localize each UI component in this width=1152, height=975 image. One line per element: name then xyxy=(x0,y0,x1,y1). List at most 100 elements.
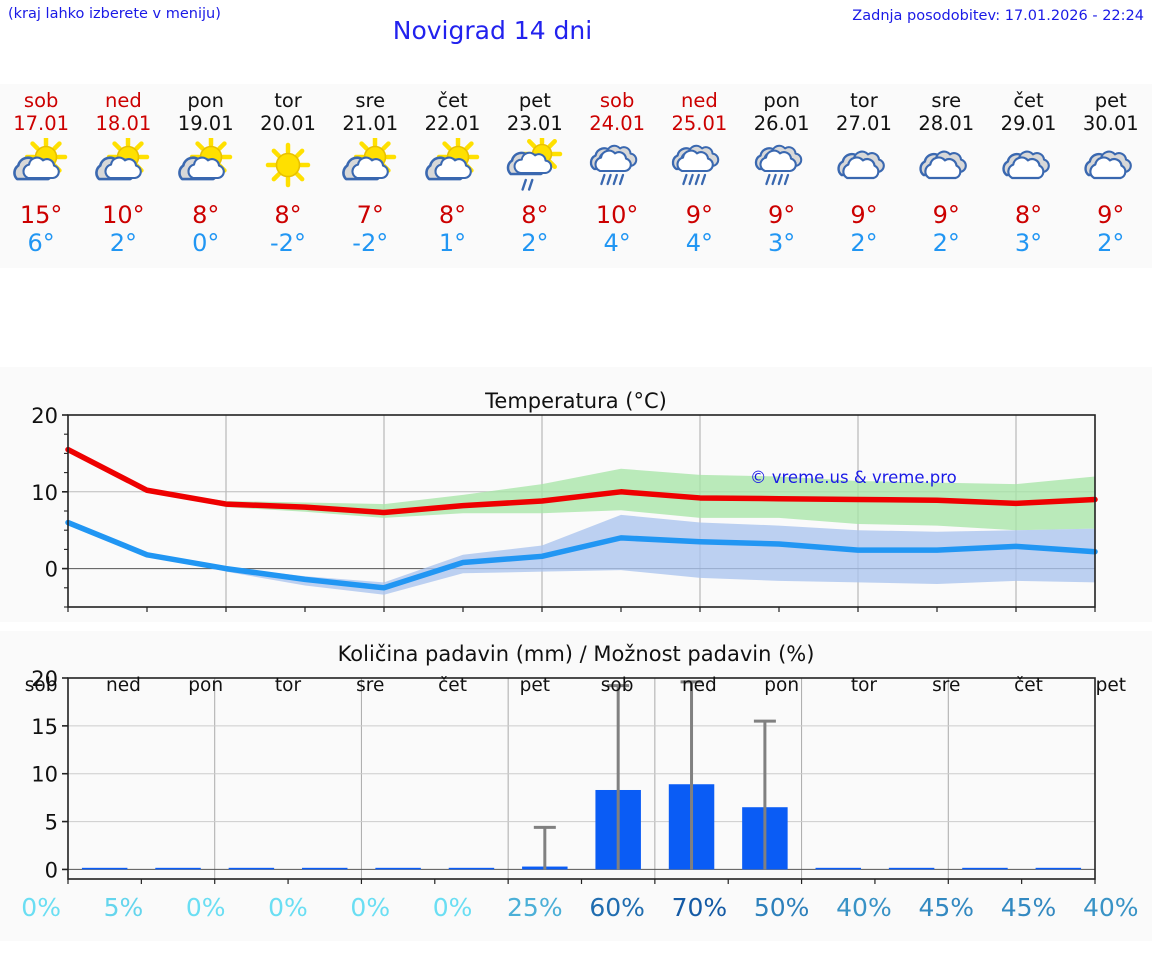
day-name: ned xyxy=(681,89,718,112)
sun-cloud-icon xyxy=(0,136,82,198)
max-temperature: 7° xyxy=(356,201,384,229)
max-temperature: 15° xyxy=(19,201,63,229)
page-header: (kraj lahko izberete v meniju) Novigrad … xyxy=(0,0,1152,52)
cloud-icon xyxy=(823,136,905,198)
precipitation-probability: 0% xyxy=(268,893,308,922)
min-temperature: 2° xyxy=(932,229,960,257)
daily-forecast-strip: sob 17.01 15° 6° ned 18.01 10° 2° pon 19.01 8° 0° to… xyxy=(0,84,1152,268)
svg-text:20: 20 xyxy=(31,667,58,691)
day-date: 27.01 xyxy=(836,112,892,135)
day-column[interactable]: ned 18.01 10° 2° xyxy=(82,84,164,268)
sun-cloud-icon xyxy=(329,136,411,198)
precipitation-probability-labels: 0% 5% 0% 0% 0% 0% 25% 60% 70% 50% 40% 45% 45% 40% xyxy=(0,893,1152,922)
precipitation-day-label: tor xyxy=(274,675,302,696)
max-temperature: 8° xyxy=(274,201,302,229)
precipitation-day-label: ned xyxy=(681,675,717,696)
precipitation-day-label: sre xyxy=(356,675,385,696)
copyright-text: © vreme.us & vreme.pro xyxy=(750,468,957,487)
day-column[interactable]: tor 20.01 8° -2° xyxy=(247,84,329,268)
min-temperature: -2° xyxy=(270,229,306,257)
day-date: 28.01 xyxy=(918,112,975,135)
temperature-chart-panel: Temperatura (°C) 0 10 20 xyxy=(0,367,1152,622)
precipitation-day-label: sre xyxy=(932,675,961,696)
min-temperature: 4° xyxy=(603,229,631,257)
day-column[interactable]: pon 19.01 8° 0° xyxy=(165,84,247,268)
day-date: 21.01 xyxy=(342,112,399,135)
day-date: 24.01 xyxy=(589,112,646,135)
day-date: 17.01 xyxy=(13,112,70,135)
cloud-icon xyxy=(905,136,987,198)
day-column[interactable]: sre 21.01 7° -2° xyxy=(329,84,411,268)
min-temperature: 6° xyxy=(27,229,55,257)
day-name: tor xyxy=(850,89,878,112)
day-name: pet xyxy=(518,89,551,112)
precipitation-chart-title: Količina padavin (mm) / Možnost padavin … xyxy=(337,642,815,666)
precipitation-probability: 60% xyxy=(589,893,645,922)
day-name: pon xyxy=(187,89,225,112)
max-temperature: 8° xyxy=(438,201,467,229)
sun-cloud-icon xyxy=(411,136,493,198)
day-date: 29.01 xyxy=(1000,112,1057,135)
day-name: čet xyxy=(437,89,468,112)
precipitation-probability: 25% xyxy=(507,893,563,922)
day-column[interactable]: čet 22.01 8° 1° xyxy=(411,84,493,268)
precipitation-day-label: čet xyxy=(438,675,467,696)
day-column[interactable]: sob 17.01 15° 6° xyxy=(0,84,82,268)
day-name: ned xyxy=(105,89,142,112)
precipitation-probability: 40% xyxy=(836,893,892,922)
min-temperature: 4° xyxy=(685,229,714,257)
sun-icon xyxy=(247,136,329,198)
precipitation-day-label: pon xyxy=(764,675,800,696)
day-date: 26.01 xyxy=(753,112,810,135)
max-temperature: 8° xyxy=(521,201,549,229)
precipitation-chart-panel: Količina padavin (mm) / Možnost padavin … xyxy=(0,631,1152,941)
day-column[interactable]: pon 26.01 9° 3° xyxy=(741,84,823,268)
day-column[interactable]: ned 25.01 9° 4° xyxy=(658,84,740,268)
day-name: čet xyxy=(1013,89,1044,112)
precipitation-day-label: ned xyxy=(105,675,141,696)
max-temperature: 8° xyxy=(192,201,220,229)
day-date: 23.01 xyxy=(506,112,563,135)
day-name: sre xyxy=(355,89,386,112)
sun-cloud-rain-icon xyxy=(494,136,576,198)
last-updated-text: Zadnja posodobitev: 17.01.2026 - 22:24 xyxy=(852,8,1144,24)
precipitation-probability: 5% xyxy=(103,893,144,922)
min-temperature: 2° xyxy=(109,229,138,257)
cloud-icon xyxy=(1070,136,1152,198)
day-date: 25.01 xyxy=(671,112,728,135)
max-temperature: 9° xyxy=(932,201,960,229)
svg-text:10: 10 xyxy=(31,481,58,505)
precipitation-chart: 0 5 10 15 20 xyxy=(31,667,1096,884)
precipitation-day-label: pet xyxy=(519,675,551,696)
svg-text:0: 0 xyxy=(45,558,58,582)
day-date: 30.01 xyxy=(1082,112,1139,135)
svg-text:5: 5 xyxy=(45,811,58,835)
max-temperature: 9° xyxy=(850,201,878,229)
day-column[interactable]: pet 30.01 9° 2° xyxy=(1070,84,1152,268)
day-column[interactable]: tor 27.01 9° 2° xyxy=(823,84,905,268)
min-temperature: 2° xyxy=(1097,229,1125,257)
min-temperature: 2° xyxy=(850,229,878,257)
day-name: sob xyxy=(599,89,635,112)
sun-cloud-icon xyxy=(165,136,247,198)
precipitation-probability: 0% xyxy=(432,893,473,922)
precipitation-probability: 40% xyxy=(1083,893,1139,922)
precipitation-probability: 0% xyxy=(21,893,61,922)
day-column[interactable]: sre 28.01 9° 2° xyxy=(905,84,987,268)
sun-cloud-icon xyxy=(82,136,164,198)
day-date: 19.01 xyxy=(177,112,234,135)
page-title: Novigrad 14 dni xyxy=(392,16,593,45)
min-temperature: -2° xyxy=(352,229,389,257)
precipitation-probability: 70% xyxy=(671,893,728,922)
precipitation-day-label: čet xyxy=(1014,675,1043,696)
min-temperature: 0° xyxy=(192,229,220,257)
menu-hint-text: (kraj lahko izberete v meniju) xyxy=(8,6,221,22)
precipitation-probability: 50% xyxy=(753,893,810,922)
day-column[interactable]: pet 23.01 8° 2° xyxy=(494,84,576,268)
day-column[interactable]: čet 29.01 8° 3° xyxy=(987,84,1069,268)
day-column[interactable]: sob 24.01 10° 4° xyxy=(576,84,658,268)
precipitation-day-label: pet xyxy=(1095,675,1126,696)
svg-text:0: 0 xyxy=(45,858,58,882)
svg-text:20: 20 xyxy=(31,404,58,428)
